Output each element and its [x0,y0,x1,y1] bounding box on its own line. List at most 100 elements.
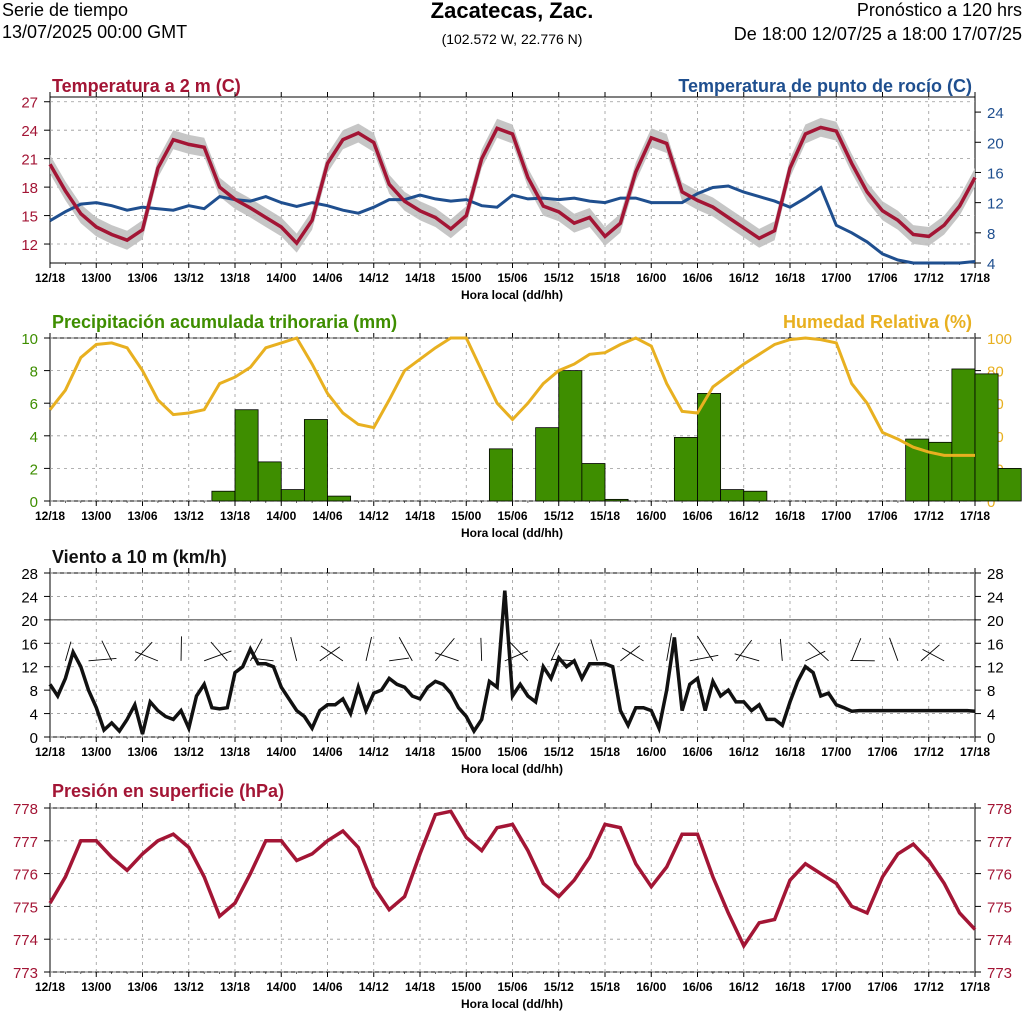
x-tick-label: 17/06 [867,509,897,523]
x-tick-label: 13/00 [81,980,111,994]
wind-barb [204,651,231,661]
wind-y-tick-label: 24 [21,589,38,606]
x-tick-label: 15/06 [497,745,527,759]
precip-y-tick-label: 8 [30,364,38,381]
pressure-y-tick-label: 775 [13,899,38,916]
temp-y-tick-label: 18 [21,180,38,197]
precip-bar [489,449,512,501]
dew-y-tick-label: 12 [987,196,1004,213]
precip-bar [582,464,605,501]
header-left-line2: 13/07/2025 00:00 GMT [2,22,187,42]
x-tick-label: 12/18 [35,745,65,759]
wind-barb [366,637,372,661]
precip-bar [721,490,744,501]
x-tick-label: 15/18 [590,980,620,994]
x-tick-label: 14/00 [266,980,296,994]
wind-barb [211,642,227,661]
wind-y-right-tick-label: 16 [987,636,1004,653]
precip-bar [744,491,767,501]
header-coords: (102.572 W, 22.776 N) [442,31,583,47]
pressure-y-right-tick-label: 773 [987,965,1012,982]
x-tick-label: 15/18 [590,271,620,285]
pressure-y-right-tick-label: 775 [987,899,1012,916]
dew-y-tick-label: 24 [987,105,1004,122]
x-tick-label: 17/12 [914,745,944,759]
wind-barb [921,645,939,661]
precip-y-tick-label: 2 [30,461,38,478]
temp-y-tick-label: 27 [21,95,38,112]
x-tick-label: 15/12 [544,745,574,759]
precip-bar [281,490,304,501]
x-tick-label: 14/18 [405,745,435,759]
x-tick-label: 16/12 [729,745,759,759]
header-right-line1: Pronóstico a 120 hrs [857,0,1022,20]
temp-y-tick-label: 15 [21,209,38,226]
wind-barb [291,637,297,661]
x-tick-label: 15/00 [451,980,481,994]
precip-y-tick-label: 0 [30,494,38,511]
pressure-y-tick-label: 776 [13,867,38,884]
pressure-y-right-tick-label: 778 [987,801,1012,818]
precip-y-tick-label: 6 [30,396,38,413]
wind-panel-title: Viento a 10 m (km/h) [52,547,227,567]
wind-y-right-tick-label: 12 [987,660,1004,677]
pressure-y-tick-label: 778 [13,801,38,818]
x-tick-label: 12/18 [35,980,65,994]
wind-barb [805,651,825,661]
temp-y-tick-label: 12 [21,237,38,254]
x-axis-label: Hora local (dd/hh) [461,288,563,302]
x-axis-label: Hora local (dd/hh) [461,762,563,776]
x-tick-label: 16/06 [682,271,712,285]
precip-panel-title: Precipitación acumulada trihoraria (mm) [52,312,397,332]
x-tick-label: 17/00 [821,271,851,285]
x-tick-label: 12/18 [35,509,65,523]
x-tick-label: 17/18 [960,980,990,994]
x-tick-label: 12/18 [35,271,65,285]
x-tick-label: 14/06 [312,980,342,994]
wind-barb [89,658,117,660]
wind-barb [697,636,713,661]
rh-y-tick-label: 100 [987,331,1012,348]
dew-y-tick-label: 16 [987,165,1004,182]
wind-y-right-tick-label: 0 [987,730,995,747]
dew-panel-title: Temperatura de punto de rocío (C) [678,76,972,96]
x-tick-label: 13/12 [174,509,204,523]
header-right-line2: De 18:00 12/07/25 a 18:00 17/07/25 [734,24,1022,44]
x-tick-label: 16/12 [729,271,759,285]
x-tick-label: 13/06 [127,980,157,994]
x-tick-label: 13/18 [220,980,250,994]
wind-barb [399,637,412,661]
pressure-y-tick-label: 777 [13,834,38,851]
wind-barb [321,646,343,661]
x-tick-label: 15/12 [544,980,574,994]
x-tick-label: 17/12 [914,509,944,523]
x-tick-label: 13/06 [127,509,157,523]
precip-bar [559,371,582,501]
temp-y-tick-label: 24 [21,123,38,140]
x-tick-label: 15/18 [590,509,620,523]
x-tick-label: 17/12 [914,271,944,285]
x-tick-label: 15/06 [497,509,527,523]
x-tick-label: 16/12 [729,509,759,523]
wind-barb [389,658,409,661]
x-tick-label: 15/18 [590,745,620,759]
wind-y-right-tick-label: 20 [987,613,1004,630]
wind-barb [320,647,340,661]
x-tick-label: 14/00 [266,509,296,523]
x-tick-label: 17/12 [914,980,944,994]
wind-y-tick-label: 8 [30,683,38,700]
pressure-y-tick-label: 774 [13,932,38,949]
wind-barb [780,639,782,661]
dew-y-tick-label: 20 [987,135,1004,152]
x-tick-label: 15/06 [497,271,527,285]
pressure-y-right-tick-label: 776 [987,867,1012,884]
wind-y-tick-label: 20 [21,613,38,630]
precip-bar [975,374,998,501]
wind-barb [591,639,598,661]
x-tick-label: 17/06 [867,271,897,285]
page-title: Zacatecas, Zac. [431,0,594,23]
x-tick-label: 14/12 [359,509,389,523]
precip-bar [235,410,258,501]
